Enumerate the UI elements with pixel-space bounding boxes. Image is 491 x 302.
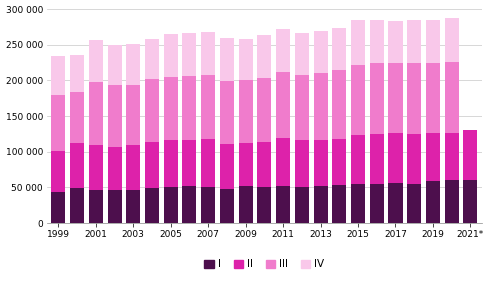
Bar xyxy=(108,85,122,147)
Bar xyxy=(445,18,459,62)
Bar xyxy=(239,80,253,143)
Bar xyxy=(220,144,234,189)
Bar xyxy=(257,142,272,187)
Bar xyxy=(145,39,159,79)
Bar xyxy=(426,133,440,181)
Bar xyxy=(126,44,140,85)
Bar xyxy=(388,21,403,63)
Bar xyxy=(445,62,459,133)
Bar xyxy=(426,63,440,133)
Bar xyxy=(445,180,459,223)
Bar xyxy=(407,184,421,223)
Bar xyxy=(276,72,290,138)
Bar xyxy=(351,21,365,65)
Bar xyxy=(257,78,272,142)
Bar xyxy=(89,82,103,145)
Bar xyxy=(183,33,196,76)
Bar xyxy=(126,145,140,190)
Bar xyxy=(295,187,309,223)
Bar xyxy=(314,186,327,223)
Bar xyxy=(426,181,440,223)
Bar xyxy=(239,143,253,186)
Bar xyxy=(370,21,384,63)
Bar xyxy=(183,76,196,140)
Bar xyxy=(407,63,421,134)
Legend: I, II, III, IV: I, II, III, IV xyxy=(200,255,328,274)
Bar xyxy=(445,133,459,180)
Bar xyxy=(276,138,290,186)
Bar xyxy=(201,32,215,76)
Bar xyxy=(52,151,65,192)
Bar xyxy=(145,79,159,142)
Bar xyxy=(351,65,365,135)
Bar xyxy=(332,139,346,185)
Bar xyxy=(314,31,327,72)
Bar xyxy=(164,140,178,188)
Bar xyxy=(370,134,384,184)
Bar xyxy=(388,133,403,183)
Bar xyxy=(239,39,253,80)
Bar xyxy=(464,130,477,180)
Bar xyxy=(370,63,384,134)
Bar xyxy=(183,140,196,186)
Bar xyxy=(276,29,290,72)
Bar xyxy=(370,184,384,223)
Bar xyxy=(89,40,103,82)
Bar xyxy=(89,190,103,223)
Bar xyxy=(388,183,403,223)
Bar xyxy=(183,186,196,223)
Bar xyxy=(257,187,272,223)
Bar xyxy=(332,185,346,223)
Bar xyxy=(257,35,272,78)
Bar xyxy=(276,186,290,223)
Bar xyxy=(164,34,178,77)
Bar xyxy=(108,147,122,190)
Bar xyxy=(220,81,234,144)
Bar xyxy=(426,20,440,63)
Bar xyxy=(295,140,309,187)
Bar xyxy=(145,188,159,223)
Bar xyxy=(164,77,178,140)
Bar xyxy=(407,134,421,184)
Bar xyxy=(108,45,122,85)
Bar xyxy=(108,190,122,223)
Bar xyxy=(89,145,103,190)
Bar xyxy=(52,95,65,151)
Bar xyxy=(70,92,84,143)
Bar xyxy=(145,142,159,188)
Bar xyxy=(239,186,253,223)
Bar xyxy=(388,63,403,133)
Bar xyxy=(332,28,346,70)
Bar xyxy=(52,56,65,95)
Bar xyxy=(351,135,365,184)
Bar xyxy=(295,76,309,140)
Bar xyxy=(220,38,234,81)
Bar xyxy=(70,143,84,188)
Bar xyxy=(201,188,215,223)
Bar xyxy=(295,33,309,76)
Bar xyxy=(220,189,234,223)
Bar xyxy=(201,139,215,188)
Bar xyxy=(126,85,140,145)
Bar xyxy=(201,76,215,139)
Bar xyxy=(464,180,477,223)
Bar xyxy=(70,188,84,223)
Bar xyxy=(314,72,327,140)
Bar xyxy=(332,70,346,139)
Bar xyxy=(351,184,365,223)
Bar xyxy=(52,192,65,223)
Bar xyxy=(407,21,421,63)
Bar xyxy=(126,190,140,223)
Bar xyxy=(314,140,327,186)
Bar xyxy=(164,188,178,223)
Bar xyxy=(70,55,84,92)
